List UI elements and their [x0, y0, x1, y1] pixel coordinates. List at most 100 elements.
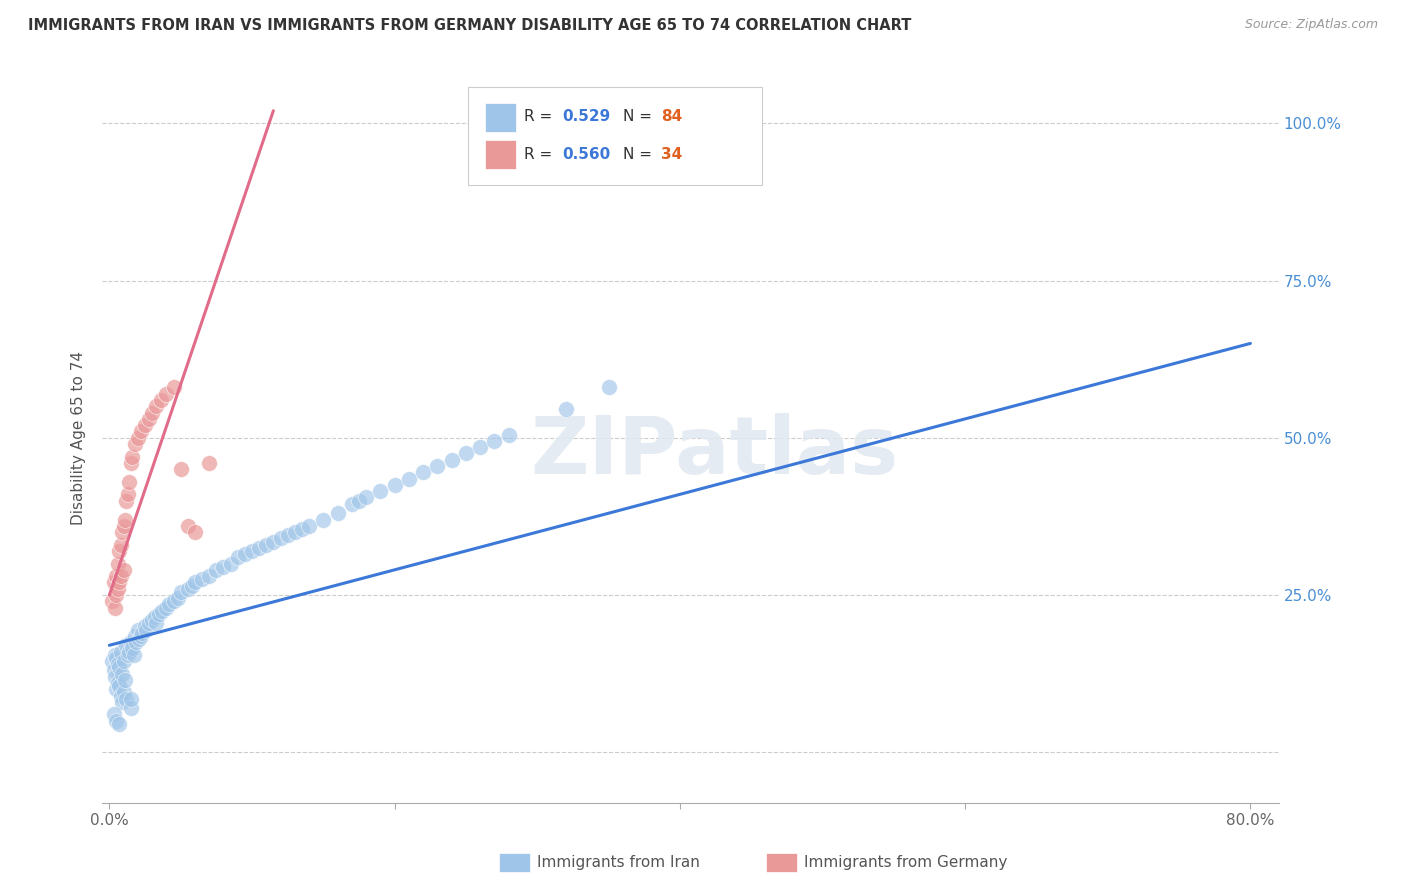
Point — [340, 497, 363, 511]
Point — [141, 406, 163, 420]
Point — [484, 434, 506, 448]
Point — [205, 563, 228, 577]
Point — [112, 654, 135, 668]
Point — [108, 544, 131, 558]
Point — [112, 563, 135, 577]
Point — [138, 412, 160, 426]
Point — [412, 466, 434, 480]
Point — [277, 528, 299, 542]
Point — [110, 569, 132, 583]
Text: N =: N = — [623, 110, 657, 124]
Point — [143, 610, 166, 624]
Point — [108, 660, 131, 674]
Point — [169, 584, 191, 599]
Point — [247, 541, 270, 555]
Point — [105, 569, 128, 583]
Point — [110, 644, 132, 658]
Point — [166, 591, 188, 606]
Point — [145, 399, 167, 413]
Point — [198, 456, 221, 470]
Point — [127, 623, 149, 637]
Point — [134, 619, 156, 633]
Point — [129, 629, 152, 643]
Point — [120, 635, 142, 649]
Point — [105, 714, 128, 728]
Point — [131, 625, 153, 640]
Point — [141, 613, 163, 627]
Point — [105, 651, 128, 665]
Point — [111, 666, 134, 681]
Point — [124, 437, 146, 451]
Point — [120, 456, 142, 470]
Point — [426, 458, 449, 473]
Point — [101, 654, 124, 668]
Point — [108, 679, 131, 693]
Point — [162, 380, 184, 394]
Text: IMMIGRANTS FROM IRAN VS IMMIGRANTS FROM GERMANY DISABILITY AGE 65 TO 74 CORRELAT: IMMIGRANTS FROM IRAN VS IMMIGRANTS FROM … — [28, 18, 911, 33]
Point — [240, 544, 263, 558]
Point — [104, 670, 127, 684]
Text: 0.529: 0.529 — [562, 110, 610, 124]
Point — [128, 632, 150, 646]
Point — [291, 522, 314, 536]
Point — [398, 472, 420, 486]
Point — [125, 635, 148, 649]
Point — [104, 600, 127, 615]
Point — [177, 518, 200, 533]
Y-axis label: Disability Age 65 to 74: Disability Age 65 to 74 — [72, 351, 86, 524]
Point — [135, 623, 157, 637]
Point — [122, 648, 145, 662]
Point — [157, 598, 180, 612]
Point — [110, 538, 132, 552]
Point — [384, 478, 406, 492]
Point — [103, 664, 125, 678]
Point — [115, 493, 138, 508]
Point — [162, 594, 184, 608]
Point — [121, 641, 143, 656]
Point — [284, 525, 307, 540]
Point — [107, 676, 129, 690]
Point — [120, 691, 142, 706]
Point — [114, 512, 136, 526]
Point — [103, 707, 125, 722]
Point — [149, 392, 172, 407]
Text: R =: R = — [524, 110, 558, 124]
Point — [108, 717, 131, 731]
Point — [127, 431, 149, 445]
Point — [212, 559, 235, 574]
Point — [107, 582, 129, 596]
Point — [177, 582, 200, 596]
Point — [226, 550, 249, 565]
Point — [138, 616, 160, 631]
Point — [370, 484, 392, 499]
Point — [262, 534, 284, 549]
Point — [440, 452, 463, 467]
Point — [254, 538, 277, 552]
Point — [105, 682, 128, 697]
Text: ZIPatlas: ZIPatlas — [530, 413, 898, 491]
Point — [120, 701, 142, 715]
Point — [115, 691, 138, 706]
Point — [111, 695, 134, 709]
Point — [155, 600, 177, 615]
Point — [124, 629, 146, 643]
Point — [270, 532, 292, 546]
Point — [198, 569, 221, 583]
Point — [312, 512, 335, 526]
Point — [150, 604, 173, 618]
Point — [117, 487, 139, 501]
Text: Immigrants from Iran: Immigrants from Iran — [537, 855, 700, 870]
Point — [191, 572, 214, 586]
Point — [111, 525, 134, 540]
Text: 84: 84 — [661, 110, 682, 124]
Point — [298, 518, 321, 533]
Point — [184, 525, 207, 540]
Text: 34: 34 — [661, 147, 682, 161]
Point — [118, 475, 141, 489]
Point — [112, 518, 135, 533]
Point — [134, 418, 156, 433]
Point — [107, 657, 129, 672]
Point — [105, 588, 128, 602]
Point — [107, 557, 129, 571]
Point — [169, 462, 191, 476]
